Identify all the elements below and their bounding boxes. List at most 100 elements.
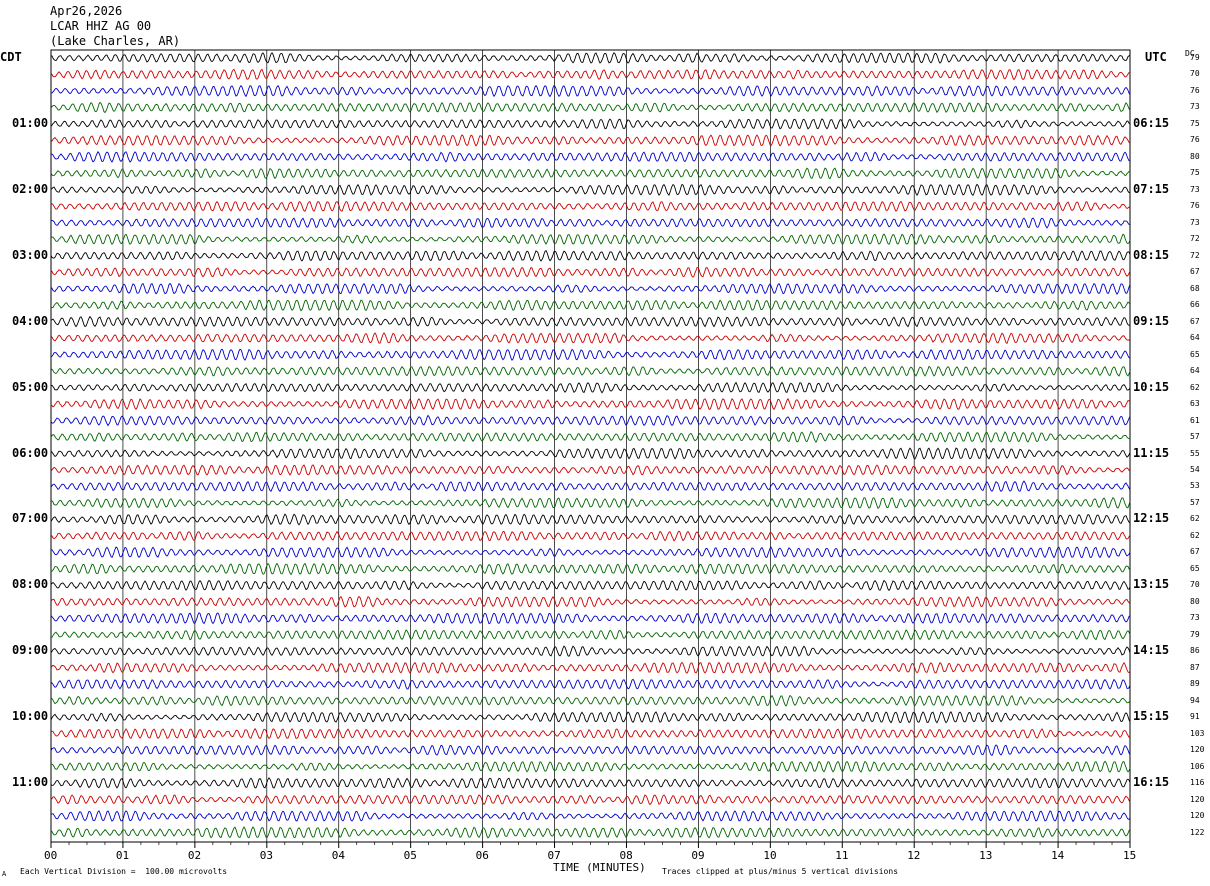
dc-offset-label: 73 [1190, 184, 1200, 194]
left-hour-label: 01:00 [12, 115, 49, 130]
dc-offset-label: 70 [1190, 580, 1200, 590]
seismic-trace [50, 249, 1131, 262]
dc-offset-label: 64 [1190, 366, 1200, 376]
scale-note: Each Vertical Division = 100.00 microvol… [20, 867, 228, 876]
corner-mark: A [2, 870, 7, 878]
seismic-trace [50, 348, 1131, 362]
x-tick-label: 13 [979, 849, 993, 862]
seismic-trace [50, 513, 1131, 526]
dc-offset-label: 66 [1190, 300, 1200, 310]
x-tick-label: 07 [547, 849, 561, 862]
dc-offset-label: 72 [1190, 234, 1200, 244]
dc-offset-label: 120 [1190, 811, 1205, 821]
x-tick-label: 08 [619, 849, 633, 862]
dc-offset-label: 72 [1190, 250, 1200, 260]
dc-offset-label: 61 [1190, 415, 1200, 425]
dc-offset-label: 122 [1190, 827, 1205, 837]
seismic-trace [50, 645, 1131, 657]
seismic-trace [50, 299, 1131, 312]
dc-offset-label: 80 [1190, 151, 1200, 161]
right-hour-label: 10:15 [1133, 379, 1170, 394]
dc-offset-label: 75 [1190, 168, 1200, 178]
dc-offset-label: 73 [1190, 613, 1200, 623]
seismic-trace [50, 84, 1131, 98]
seismic-trace [50, 678, 1131, 690]
dc-label: DC [1185, 49, 1195, 58]
right-timezone-label: UTC [1145, 50, 1167, 64]
seismic-trace [50, 480, 1131, 493]
right-hour-label: 12:15 [1133, 511, 1170, 526]
left-hour-label: 11:00 [12, 775, 49, 790]
x-tick-label: 05 [403, 849, 417, 862]
dc-offset-label: 116 [1190, 778, 1205, 788]
dc-offset-label: 89 [1190, 679, 1200, 689]
x-tick-label: 03 [259, 849, 274, 862]
right-hour-label: 14:15 [1133, 643, 1170, 658]
seismic-trace [50, 546, 1131, 559]
seismic-trace [50, 150, 1131, 163]
seismic-trace [50, 118, 1131, 130]
dc-offset-label: 55 [1190, 448, 1200, 458]
right-hour-label: 09:15 [1133, 313, 1170, 328]
dc-offset-label: 120 [1190, 794, 1205, 804]
seismic-trace [50, 282, 1131, 295]
right-hour-label: 13:15 [1133, 577, 1170, 592]
seismic-trace [50, 430, 1131, 443]
dc-offset-label: 67 [1190, 547, 1200, 557]
seismic-trace [50, 233, 1131, 246]
dc-offset-label: 87 [1190, 662, 1200, 672]
dc-offset-label: 120 [1190, 745, 1205, 755]
left-hour-label: 06:00 [12, 445, 49, 460]
dc-offset-label: 67 [1190, 267, 1200, 277]
left-hour-label: 02:00 [12, 181, 49, 196]
x-tick-label: 09 [691, 849, 705, 862]
dc-offset-label: 106 [1190, 761, 1205, 771]
dc-offset-label: 57 [1190, 432, 1200, 442]
dc-offset-label: 67 [1190, 316, 1200, 326]
seismic-trace [50, 101, 1131, 114]
dc-offset-label: 62 [1190, 382, 1200, 392]
seismic-trace [50, 183, 1131, 196]
seismic-trace [50, 381, 1131, 394]
dc-offset-label: 68 [1190, 283, 1200, 293]
dc-offset-label: 62 [1190, 530, 1200, 540]
left-hour-label: 04:00 [12, 313, 49, 328]
x-tick-label: 06 [475, 849, 489, 862]
seismic-trace [50, 530, 1131, 542]
left-timezone-label: CDT [0, 50, 22, 64]
seismic-trace [50, 447, 1131, 460]
seismic-trace [50, 496, 1131, 510]
left-hour-label: 05:00 [12, 379, 49, 394]
x-tick-label: 10 [763, 849, 777, 862]
right-hour-label: 07:15 [1133, 181, 1170, 196]
right-hour-label: 11:15 [1133, 445, 1170, 460]
seismic-trace [50, 727, 1131, 740]
header-location: (Lake Charles, AR) [50, 34, 181, 48]
left-hour-label: 07:00 [12, 511, 49, 526]
dc-offset-label: 76 [1190, 201, 1200, 211]
dc-offset-label: 63 [1190, 399, 1200, 409]
x-tick-label: 00 [44, 849, 58, 862]
seismic-trace [50, 794, 1131, 806]
header-date: Apr26,2026 [50, 4, 123, 18]
left-hour-label: 03:00 [12, 247, 49, 262]
right-hour-label: 16:15 [1133, 775, 1170, 790]
plot-frame [50, 49, 1131, 843]
dc-offset-label: 79 [1190, 53, 1200, 62]
seismic-trace [50, 810, 1131, 823]
dc-offset-label: 64 [1190, 333, 1200, 343]
x-tick-label: 04 [331, 849, 345, 862]
seismic-trace [50, 694, 1131, 707]
right-hour-label: 08:15 [1133, 247, 1170, 262]
seismic-trace [50, 595, 1131, 608]
x-tick-label: 12 [907, 849, 921, 862]
seismic-trace [50, 661, 1131, 674]
seismic-trace [50, 562, 1131, 576]
dc-offset-label: 91 [1190, 712, 1200, 722]
seismic-trace [50, 826, 1131, 839]
left-hour-label: 10:00 [12, 709, 49, 724]
x-tick-label: 14 [1051, 849, 1065, 862]
clip-note: Traces clipped at plus/minus 5 vertical … [662, 867, 899, 876]
seismic-trace [50, 744, 1131, 757]
